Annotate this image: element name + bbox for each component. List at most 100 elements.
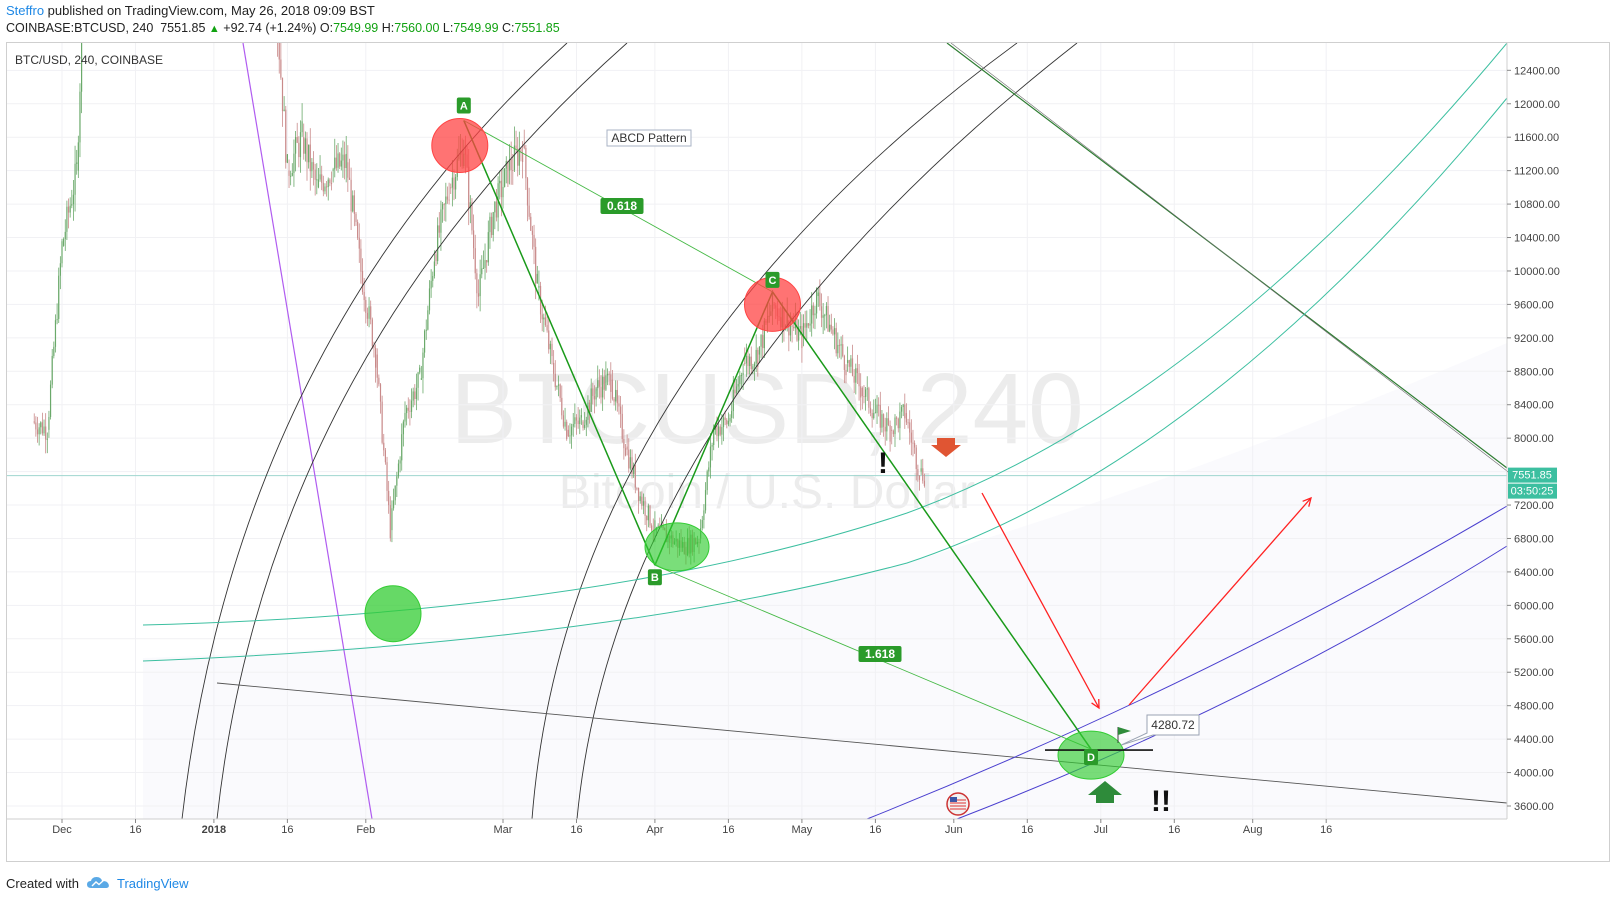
candle-body bbox=[598, 380, 600, 387]
candle-body bbox=[538, 285, 540, 288]
price-axis[interactable]: 3600.00 4000.00 4400.00 4800.00 5200.00 5600.… bbox=[1506, 43, 1609, 861]
candle-body bbox=[427, 310, 429, 330]
abcd-leg-line[interactable] bbox=[771, 291, 1092, 750]
price-tick-label: 4400.00 bbox=[1514, 734, 1554, 746]
candle-body bbox=[67, 206, 70, 213]
candle-body bbox=[370, 306, 372, 320]
time-tick-label: Apr bbox=[646, 824, 663, 836]
price-tick-label: 12400.00 bbox=[1514, 65, 1560, 77]
candle-body bbox=[636, 487, 638, 489]
chart-pane[interactable]: BTCUSD, 240 Bitcoin / U.S. Dollar A B C D 0.… bbox=[6, 42, 1610, 862]
high-label: H: bbox=[381, 21, 395, 35]
gann-arc[interactable] bbox=[531, 43, 1018, 820]
candle-body bbox=[399, 460, 401, 464]
author-link[interactable]: Steffro bbox=[6, 3, 45, 18]
down-projection-arrow[interactable] bbox=[981, 492, 1100, 709]
candle-body bbox=[548, 330, 550, 350]
point-label-box bbox=[456, 97, 471, 114]
tradingview-brand[interactable]: TradingView bbox=[117, 876, 189, 891]
candle-body bbox=[824, 315, 826, 317]
candle-body bbox=[620, 406, 622, 414]
descending-channel-line[interactable] bbox=[950, 43, 1508, 472]
gann-arc[interactable] bbox=[576, 43, 1078, 820]
drawings-layer[interactable] bbox=[142, 43, 1508, 820]
candle-body bbox=[59, 263, 61, 276]
abcd-leg-line[interactable] bbox=[463, 120, 656, 566]
candle-body bbox=[734, 389, 736, 394]
price-tick-label: 3600.00 bbox=[1514, 801, 1554, 813]
candle-body bbox=[435, 254, 437, 262]
flag-icon[interactable] bbox=[1118, 727, 1131, 735]
candle-body bbox=[791, 325, 793, 327]
candle-body bbox=[866, 388, 868, 390]
candle-body bbox=[566, 421, 568, 440]
point-b-circle[interactable] bbox=[644, 522, 710, 572]
candle-body bbox=[742, 372, 744, 376]
abcd-leg-line[interactable] bbox=[654, 291, 774, 566]
time-tick-label: 16 bbox=[1021, 824, 1033, 836]
candle-body bbox=[629, 457, 631, 469]
fan-curve-blue-upper[interactable] bbox=[866, 505, 1508, 820]
candle-body bbox=[726, 419, 728, 425]
candle-body bbox=[922, 468, 924, 481]
candle-body bbox=[896, 417, 898, 419]
candle-body bbox=[633, 465, 635, 475]
candle-body bbox=[799, 326, 801, 329]
candle-body bbox=[585, 419, 587, 425]
time-axis[interactable]: Dec 16 2018 16 Feb Mar 16 Apr 16 May 16 Jun 16 Jul 16 A… bbox=[7, 818, 1609, 861]
feb-low-circle[interactable] bbox=[364, 585, 422, 643]
candle-body bbox=[914, 443, 916, 448]
sell-arrow-icon[interactable] bbox=[931, 438, 961, 457]
candle-body bbox=[718, 426, 720, 437]
candle-body bbox=[63, 239, 65, 246]
candle-body bbox=[535, 246, 537, 284]
support-trend-line[interactable] bbox=[216, 682, 1508, 804]
candle-body bbox=[740, 375, 743, 377]
candle-body bbox=[744, 362, 746, 364]
candle-body bbox=[74, 163, 76, 195]
fan-curve-lower[interactable] bbox=[142, 97, 1508, 662]
candle-body bbox=[593, 395, 596, 400]
candle-body bbox=[345, 153, 347, 169]
event-badge[interactable] bbox=[946, 792, 970, 816]
candle-body bbox=[526, 178, 529, 206]
event-badge-canton bbox=[950, 797, 957, 802]
candle-body bbox=[613, 398, 615, 402]
fan-curve-blue-lower[interactable] bbox=[956, 545, 1508, 820]
candle-body bbox=[801, 326, 803, 349]
last-price-tag[interactable] bbox=[1508, 467, 1557, 483]
candle-body bbox=[417, 372, 419, 388]
pane-background bbox=[143, 343, 1507, 819]
countdown-tag[interactable] bbox=[1508, 483, 1557, 499]
candle-body bbox=[51, 355, 53, 385]
candle-body bbox=[719, 426, 721, 435]
time-tick-label: 16 bbox=[129, 824, 141, 836]
candle-body bbox=[402, 421, 404, 435]
up-projection-arrow[interactable] bbox=[1128, 497, 1312, 706]
gann-arc[interactable] bbox=[216, 43, 628, 820]
buy-arrow-icon[interactable] bbox=[1088, 781, 1122, 803]
chart-canvas[interactable]: BTCUSD, 240 Bitcoin / U.S. Dollar A B C D 0.… bbox=[7, 43, 1609, 861]
candle-body bbox=[288, 170, 290, 176]
point-a-circle[interactable] bbox=[431, 118, 489, 174]
candle-body bbox=[868, 388, 870, 408]
point-label-b: B bbox=[651, 572, 659, 584]
point-label-c: C bbox=[769, 275, 777, 287]
candle-body bbox=[923, 480, 925, 486]
candle-body bbox=[887, 418, 890, 425]
candle-body bbox=[606, 373, 609, 376]
candle-body bbox=[319, 174, 321, 180]
fan-curve-upper[interactable] bbox=[142, 43, 1508, 626]
candle-body bbox=[621, 413, 623, 439]
candle-body bbox=[822, 315, 824, 318]
purple-trend-line[interactable] bbox=[242, 43, 373, 820]
candle-body bbox=[379, 384, 382, 402]
candle-body bbox=[406, 407, 408, 414]
candle-body bbox=[917, 469, 919, 476]
candle-body bbox=[477, 293, 480, 297]
candle-body bbox=[404, 412, 406, 422]
candle-body bbox=[291, 173, 293, 176]
candle-body bbox=[654, 520, 656, 531]
candle-body bbox=[479, 274, 481, 297]
tradingview-cloud-icon[interactable] bbox=[86, 875, 112, 891]
